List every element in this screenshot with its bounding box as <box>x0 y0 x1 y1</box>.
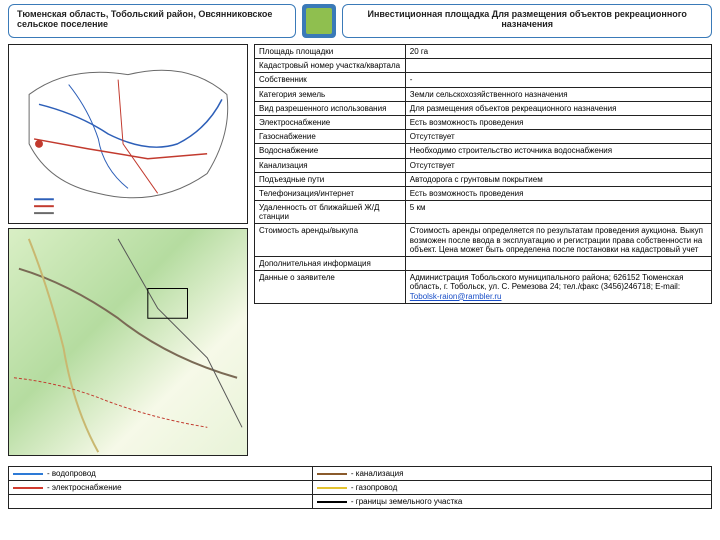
table-row: Удаленность от ближайшей Ж/Д станции5 км <box>255 201 712 224</box>
info-value: Отсутствует <box>405 130 711 144</box>
legend-cell <box>9 495 313 509</box>
legend-swatch <box>317 473 347 475</box>
legend-cell: - водопровод <box>9 467 313 481</box>
table-row: Категория земельЗемли сельскохозяйственн… <box>255 87 712 101</box>
table-row: ГазоснабжениеОтсутствует <box>255 130 712 144</box>
info-key: Электроснабжение <box>255 115 406 129</box>
info-value: Отсутствует <box>405 158 711 172</box>
legend-label: - канализация <box>351 469 404 478</box>
legend-table: - водопровод - канализация - электроснабже… <box>8 466 712 509</box>
info-key: Площадь площадки <box>255 45 406 59</box>
legend-row: - водопровод - канализация <box>9 467 712 481</box>
info-key: Газоснабжение <box>255 130 406 144</box>
region-box: Тюменская область, Тобольский район, Овс… <box>8 4 296 38</box>
table-row: Телефонизация/интернетЕсть возможность п… <box>255 186 712 200</box>
table-row: КанализацияОтсутствует <box>255 158 712 172</box>
table-row: Площадь площадки20 га <box>255 45 712 59</box>
info-key: Подъездные пути <box>255 172 406 186</box>
info-key: Категория земель <box>255 87 406 101</box>
legend-swatch <box>13 487 43 489</box>
table-row: Подъездные путиАвтодорога с грунтовым по… <box>255 172 712 186</box>
info-key: Удаленность от ближайшей Ж/Д станции <box>255 201 406 224</box>
info-value: Есть возможность проведения <box>405 186 711 200</box>
info-key: Кадастровый номер участка/квартала <box>255 59 406 73</box>
info-value: 5 км <box>405 201 711 224</box>
legend-swatch <box>13 473 43 475</box>
overview-map <box>8 44 248 224</box>
info-key: Канализация <box>255 158 406 172</box>
info-key: Телефонизация/интернет <box>255 186 406 200</box>
info-value: Администрация Тобольского муниципального… <box>405 271 711 304</box>
title-box: Инвестиционная площадка Для размещения о… <box>342 4 712 38</box>
info-table: Площадь площадки20 гаКадастровый номер у… <box>254 44 712 304</box>
legend-cell: - канализация <box>312 467 711 481</box>
detail-map <box>8 228 248 456</box>
info-value: Для размещения объектов рекреационного н… <box>405 101 711 115</box>
legend-swatch <box>317 501 347 503</box>
table-row: Стоимость аренды/выкупаСтоимость аренды … <box>255 224 712 257</box>
info-key: Вид разрешенного использования <box>255 101 406 115</box>
info-key: Собственник <box>255 73 406 87</box>
legend-label: - газопровод <box>351 483 397 492</box>
legend-row: - границы земельного участка <box>9 495 712 509</box>
legend-cell: - электроснабжение <box>9 481 313 495</box>
email-link[interactable]: Tobolsk-raion@rambler.ru <box>410 292 502 301</box>
table-row: ЭлектроснабжениеЕсть возможность проведе… <box>255 115 712 129</box>
table-row: ВодоснабжениеНеобходимо строительство ис… <box>255 144 712 158</box>
info-value: Стоимость аренды определяется по результ… <box>405 224 711 257</box>
table-row: Вид разрешенного использованияДля размещ… <box>255 101 712 115</box>
table-row: Дополнительная информация <box>255 257 712 271</box>
info-value <box>405 257 711 271</box>
table-row: Данные о заявителеАдминистрация Тобольск… <box>255 271 712 304</box>
legend-swatch <box>317 487 347 489</box>
info-value <box>405 59 711 73</box>
info-key: Данные о заявителе <box>255 271 406 304</box>
legend-label: - электроснабжение <box>47 483 122 492</box>
table-row: Кадастровый номер участка/квартала <box>255 59 712 73</box>
info-key: Водоснабжение <box>255 144 406 158</box>
legend-cell: - границы земельного участка <box>312 495 711 509</box>
info-value: Есть возможность проведения <box>405 115 711 129</box>
info-value: - <box>405 73 711 87</box>
region-emblem <box>302 4 336 38</box>
legend-label: - водопровод <box>47 469 96 478</box>
info-value: Автодорога с грунтовым покрытием <box>405 172 711 186</box>
info-key: Дополнительная информация <box>255 257 406 271</box>
table-row: Собственник- <box>255 73 712 87</box>
info-key: Стоимость аренды/выкупа <box>255 224 406 257</box>
info-value: Необходимо строительство источника водос… <box>405 144 711 158</box>
legend-row: - электроснабжение - газопровод <box>9 481 712 495</box>
legend-cell: - газопровод <box>312 481 711 495</box>
info-value: Земли сельскохозяйственного назначения <box>405 87 711 101</box>
info-value: 20 га <box>405 45 711 59</box>
legend-label: - границы земельного участка <box>351 497 462 506</box>
